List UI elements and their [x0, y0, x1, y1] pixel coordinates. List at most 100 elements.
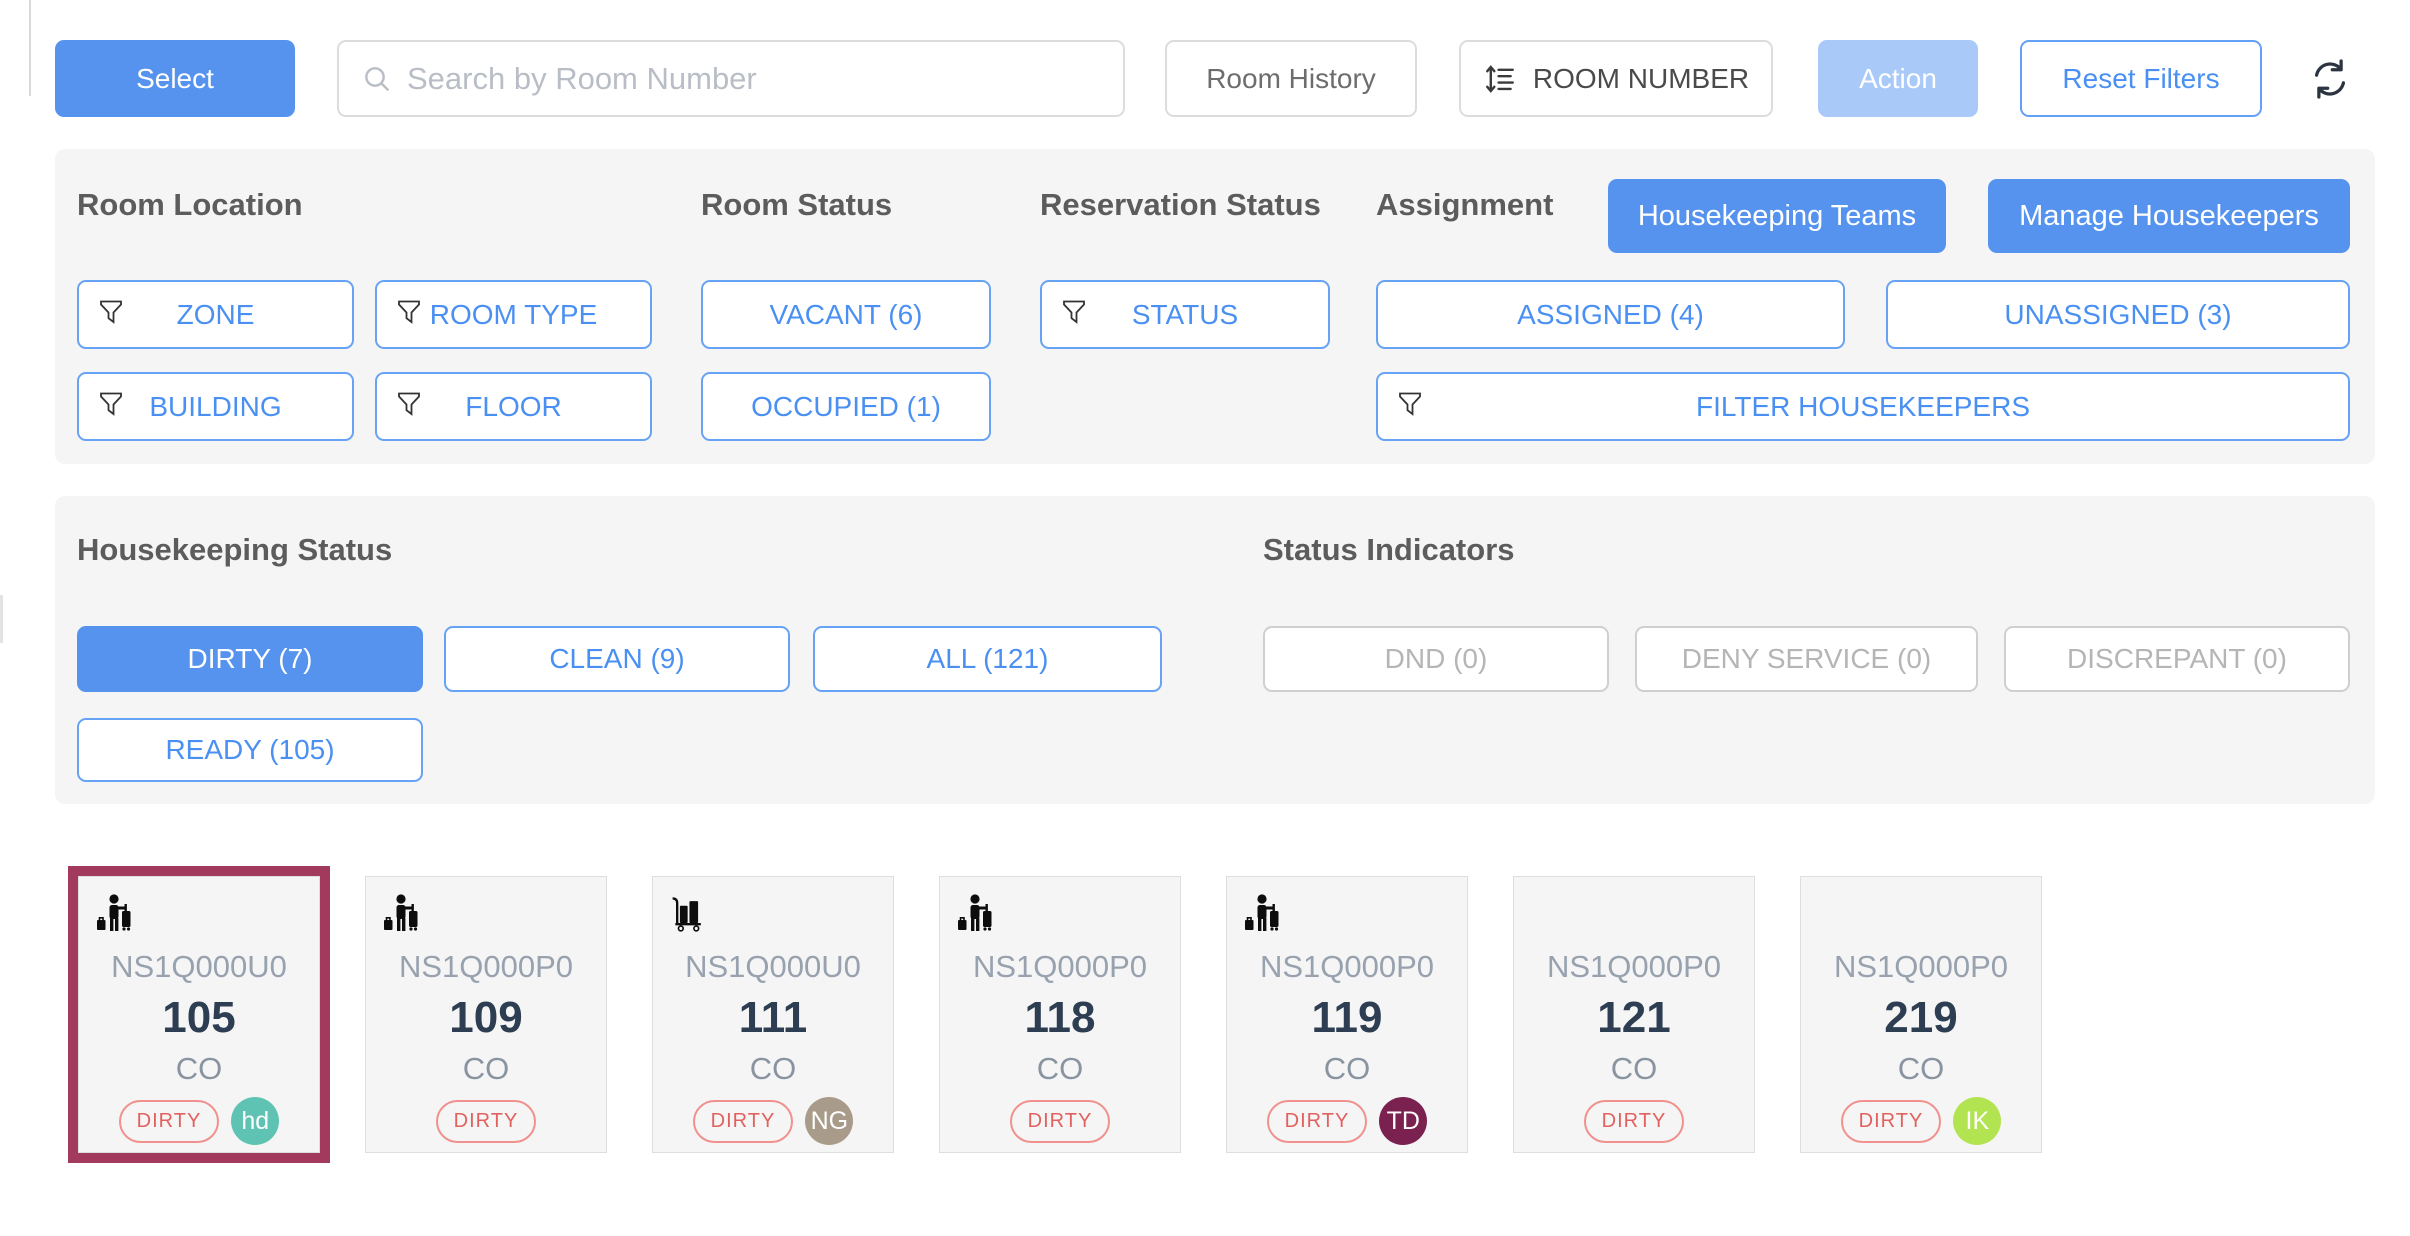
room-location-title: Room Location: [77, 187, 303, 222]
dirty-filter-button[interactable]: DIRTY (7): [77, 626, 423, 692]
reservation-code: CO: [1610, 1051, 1658, 1086]
occupied-filter-label: OCCUPIED (1): [751, 390, 941, 422]
clean-filter-button[interactable]: CLEAN (9): [444, 626, 790, 692]
dirty-status-badge: DIRTY: [435, 1099, 537, 1143]
reset-filters-button[interactable]: Reset Filters: [2020, 40, 2262, 117]
dirty-status-badge: DIRTY: [692, 1099, 794, 1143]
reservation-code: CO: [1323, 1051, 1371, 1086]
filter-housekeepers-label: FILTER HOUSEKEEPERS: [1695, 390, 2030, 422]
room-number: 109: [449, 993, 523, 1042]
assignment-title: Assignment: [1376, 187, 1554, 222]
dnd-filter-button[interactable]: DND (0): [1263, 626, 1609, 692]
search-icon: [361, 63, 393, 95]
room-card-119[interactable]: NS1Q000P0 119 CO DIRTY TD: [1226, 876, 1468, 1153]
departing-guest-icon: [1243, 893, 1283, 938]
action-button-label: Action: [1859, 62, 1937, 94]
room-type-code: NS1Q000U0: [685, 949, 861, 984]
building-filter-label: BUILDING: [149, 390, 282, 422]
reservation-code: CO: [1036, 1051, 1084, 1086]
room-card-111[interactable]: NS1Q000U0 111 CO DIRTY NG: [652, 876, 894, 1153]
floor-filter-button[interactable]: FLOOR: [375, 372, 652, 441]
zone-filter-label: ZONE: [176, 298, 255, 330]
clean-filter-label: CLEAN (9): [549, 643, 685, 674]
room-type-filter-label: ROOM TYPE: [429, 298, 598, 330]
room-search-box: [337, 40, 1125, 117]
room-card-118[interactable]: NS1Q000P0 118 CO DIRTY: [939, 876, 1181, 1153]
room-type-code: NS1Q000P0: [972, 949, 1148, 984]
filter-housekeepers-button[interactable]: FILTER HOUSEKEEPERS: [1376, 372, 2350, 441]
manage-housekeepers-label: Manage Housekeepers: [2019, 199, 2319, 232]
housekeeper-avatar: TD: [1379, 1097, 1428, 1145]
room-card-105[interactable]: NS1Q000U0 105 CO DIRTY hd: [78, 876, 320, 1153]
unassigned-filter-label: UNASSIGNED (3): [2004, 298, 2232, 330]
deny-service-filter-button[interactable]: DENY SERVICE (0): [1635, 626, 1978, 692]
zone-filter-button[interactable]: ZONE: [77, 280, 354, 349]
room-number: 118: [1024, 993, 1096, 1042]
room-card-109[interactable]: NS1Q000P0 109 CO DIRTY: [365, 876, 607, 1153]
all-filter-label: ALL (121): [926, 643, 1049, 674]
housekeeper-avatar: IK: [1953, 1097, 2002, 1145]
housekeeper-avatar: NG: [805, 1097, 854, 1145]
search-input[interactable]: [407, 60, 1101, 97]
room-type-filter-button[interactable]: ROOM TYPE: [375, 280, 652, 349]
filter-icon: [395, 297, 423, 332]
sort-icon: [1483, 62, 1517, 96]
status-indicators-title: Status Indicators: [1263, 532, 1515, 567]
housekeeping-status-panel: Housekeeping Status Status Indicators DI…: [55, 496, 2375, 804]
building-filter-button[interactable]: BUILDING: [77, 372, 354, 441]
dirty-status-badge: DIRTY: [1840, 1099, 1942, 1143]
manage-housekeepers-button[interactable]: Manage Housekeepers: [1988, 179, 2350, 253]
room-card-219[interactable]: NS1Q000P0 219 CO DIRTY IK: [1800, 876, 2042, 1153]
luggage-cart-icon: [669, 893, 709, 938]
vacant-filter-label: VACANT (6): [769, 298, 923, 330]
reservation-status-title: Reservation Status: [1040, 187, 1321, 222]
reservation-status-filter-button[interactable]: STATUS: [1040, 280, 1330, 349]
room-type-code: NS1Q000P0: [398, 949, 574, 984]
room-card-121[interactable]: NS1Q000P0 121 CO DIRTY: [1513, 876, 1755, 1153]
room-history-button[interactable]: Room History: [1165, 40, 1417, 117]
discrepant-filter-button[interactable]: DISCREPANT (0): [2004, 626, 2350, 692]
filter-icon: [97, 389, 125, 424]
reservation-code: CO: [1897, 1051, 1945, 1086]
departing-guest-icon: [382, 893, 422, 938]
filter-icon: [1060, 297, 1088, 332]
filter-icon: [97, 297, 125, 332]
deny-service-filter-label: DENY SERVICE (0): [1681, 643, 1932, 674]
sort-by-label: ROOM NUMBER: [1532, 62, 1750, 94]
unassigned-filter-button[interactable]: UNASSIGNED (3): [1886, 280, 2350, 349]
discrepant-filter-label: DISCREPANT (0): [2067, 643, 2287, 674]
vacant-filter-button[interactable]: VACANT (6): [701, 280, 991, 349]
departing-guest-icon: [956, 893, 996, 938]
dirty-filter-label: DIRTY (7): [187, 643, 313, 674]
room-number: 105: [162, 993, 236, 1042]
reservation-code: CO: [175, 1051, 223, 1086]
room-number: 121: [1597, 993, 1671, 1042]
room-type-code: NS1Q000P0: [1833, 949, 2009, 984]
assigned-filter-button[interactable]: ASSIGNED (4): [1376, 280, 1845, 349]
room-number: 111: [738, 993, 808, 1042]
ready-filter-button[interactable]: READY (105): [77, 718, 423, 782]
room-status-title: Room Status: [701, 187, 893, 222]
select-button[interactable]: Select: [55, 40, 295, 117]
room-card-grid: NS1Q000U0 105 CO DIRTY hd NS1Q000P0 109 …: [78, 876, 2042, 1153]
room-type-code: NS1Q000P0: [1546, 949, 1722, 984]
ready-filter-label: READY (105): [165, 734, 335, 765]
assigned-filter-label: ASSIGNED (4): [1517, 298, 1704, 330]
reservation-status-filter-label: STATUS: [1131, 298, 1239, 330]
sort-by-button[interactable]: ROOM NUMBER: [1459, 40, 1773, 117]
dirty-status-badge: DIRTY: [1583, 1099, 1685, 1143]
filter-icon: [395, 389, 423, 424]
window-edge-divider: [29, 0, 31, 96]
dirty-status-badge: DIRTY: [118, 1099, 220, 1143]
dnd-filter-label: DND (0): [1384, 643, 1488, 674]
housekeeper-avatar: hd: [231, 1097, 280, 1145]
housekeeping-teams-button[interactable]: Housekeeping Teams: [1608, 179, 1946, 253]
all-filter-button[interactable]: ALL (121): [813, 626, 1162, 692]
occupied-filter-button[interactable]: OCCUPIED (1): [701, 372, 991, 441]
reservation-code: CO: [462, 1051, 510, 1086]
dirty-status-badge: DIRTY: [1266, 1099, 1368, 1143]
action-button[interactable]: Action: [1818, 40, 1978, 117]
refresh-button[interactable]: [2300, 40, 2360, 117]
floor-filter-label: FLOOR: [465, 390, 562, 422]
